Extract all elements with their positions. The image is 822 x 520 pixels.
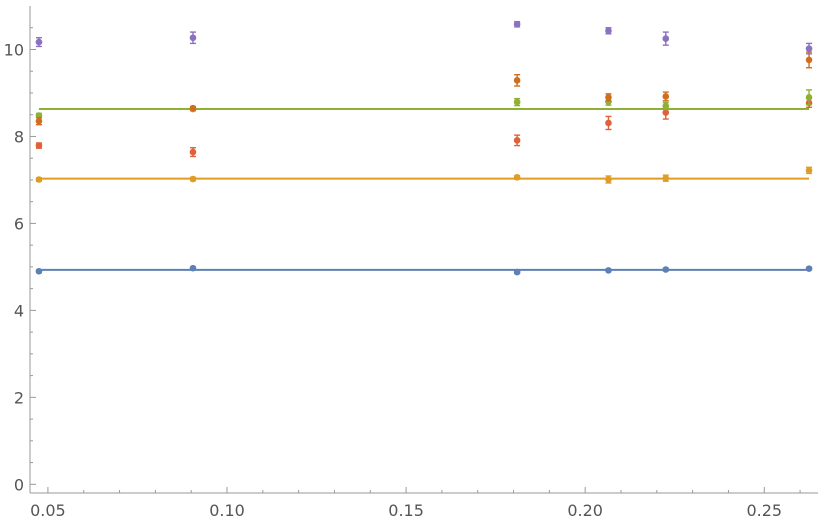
data-point bbox=[662, 266, 670, 273]
data-point bbox=[605, 94, 612, 101]
data-point bbox=[805, 265, 813, 272]
data-point bbox=[662, 109, 670, 116]
data-point bbox=[805, 167, 813, 174]
data-point bbox=[605, 176, 612, 183]
data-point bbox=[513, 77, 521, 84]
data-point bbox=[662, 93, 670, 100]
data-point bbox=[805, 94, 813, 101]
data-point bbox=[605, 27, 612, 35]
data-point bbox=[662, 35, 670, 42]
data-point bbox=[662, 102, 670, 110]
data-point bbox=[189, 104, 197, 112]
y-tick-label: 8 bbox=[14, 127, 24, 146]
data-point bbox=[513, 174, 521, 181]
y-tick-label: 4 bbox=[14, 301, 24, 320]
y-tick-label: 0 bbox=[14, 475, 24, 494]
data-point bbox=[805, 56, 813, 64]
axes: 0.05 0.10 0.15 0.20 0.25 0 2 4 6 8 10 bbox=[4, 6, 818, 520]
data-point bbox=[513, 137, 521, 144]
x-tick-label: 0.25 bbox=[746, 501, 782, 520]
data-point bbox=[35, 176, 43, 183]
x-tick-label: 0.15 bbox=[388, 501, 424, 520]
data-point bbox=[189, 175, 197, 183]
fit-lines bbox=[38, 108, 810, 271]
data-point bbox=[662, 174, 670, 182]
data-point bbox=[35, 142, 43, 149]
x-tick-label: 0.10 bbox=[209, 501, 245, 520]
data-point bbox=[189, 34, 197, 42]
data-point bbox=[513, 268, 521, 276]
data-point bbox=[35, 38, 43, 46]
x-tick-label: 0.20 bbox=[567, 501, 603, 520]
data-point bbox=[35, 117, 43, 125]
y-tick-label: 10 bbox=[4, 40, 24, 59]
data-point bbox=[189, 264, 197, 272]
x-tick-label: 0.05 bbox=[30, 501, 66, 520]
y-tick-label: 2 bbox=[14, 388, 24, 407]
data-point bbox=[805, 45, 813, 52]
data-point bbox=[513, 20, 521, 28]
data-point bbox=[189, 148, 197, 156]
data-points bbox=[35, 20, 813, 276]
data-point bbox=[35, 267, 43, 275]
y-tick-label: 6 bbox=[14, 214, 24, 233]
data-point bbox=[605, 119, 612, 127]
data-point bbox=[605, 267, 612, 274]
data-point bbox=[513, 98, 521, 106]
